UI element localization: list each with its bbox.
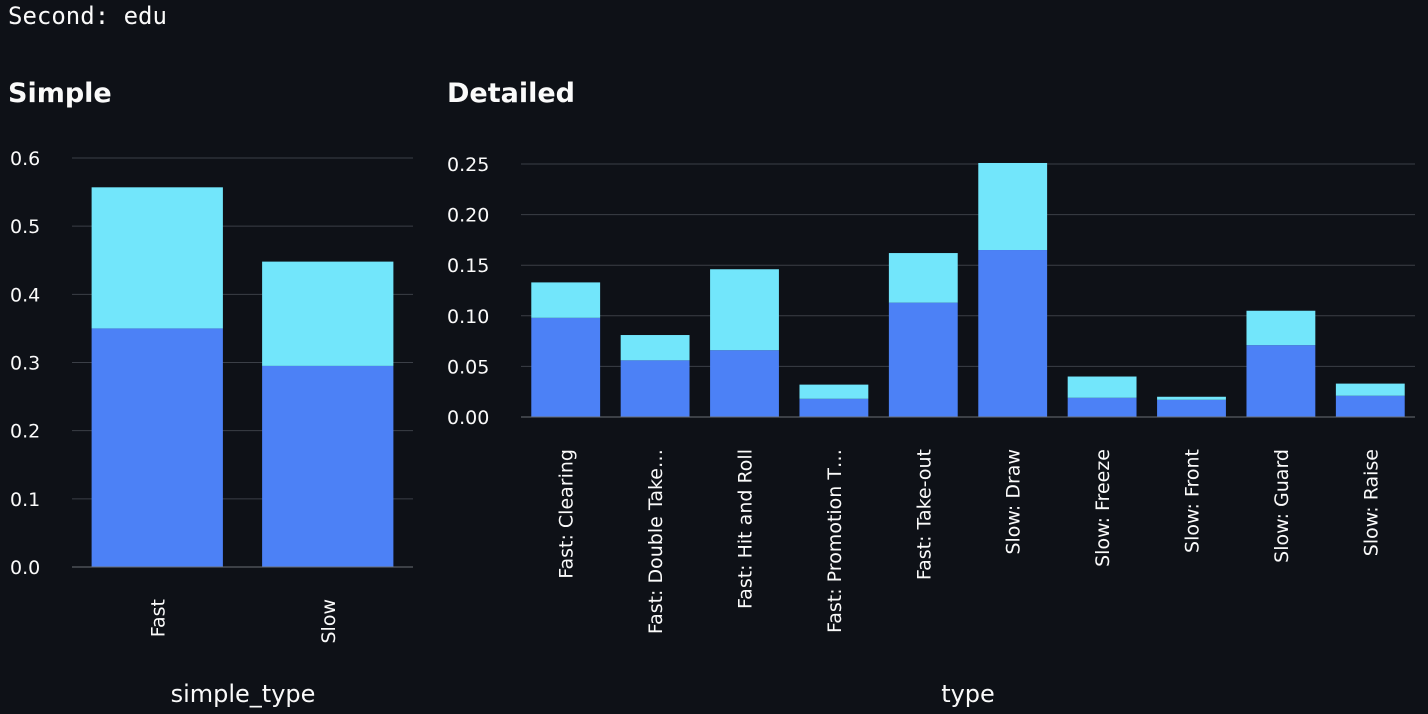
- detailed-xtick-label: Fast: Promotion T…: [824, 449, 846, 633]
- simple-ytick-label: 0.3: [10, 353, 40, 375]
- simple-ytick-label: 0.6: [10, 148, 40, 170]
- simple-ytick-label: 0.0: [10, 557, 40, 579]
- detailed-bar-lower: [978, 250, 1048, 417]
- simple-bar-upper: [262, 261, 394, 366]
- detailed-bar-upper: [710, 269, 779, 351]
- detailed-bar-lower: [1067, 397, 1137, 417]
- simple-x-axis-title: simple_type: [171, 680, 316, 708]
- simple-ytick-label: 0.1: [10, 489, 40, 511]
- simple-xtick-label: Fast: [147, 599, 169, 637]
- detailed-bar-lower: [531, 317, 601, 417]
- detailed-bar-upper: [978, 162, 1048, 251]
- detailed-bar-lower: [710, 350, 779, 417]
- detailed-bar-upper: [1067, 376, 1137, 398]
- detailed-ytick-label: 0.05: [447, 356, 489, 378]
- detailed-bar-lower: [888, 302, 958, 417]
- simple-ytick-label: 0.4: [10, 284, 40, 306]
- detailed-bar-upper: [531, 282, 601, 318]
- detailed-bar-lower: [799, 398, 869, 417]
- detailed-xtick-label: Slow: Front: [1182, 449, 1204, 553]
- detailed-bar-upper: [1157, 396, 1226, 400]
- detailed-bar-lower: [1157, 399, 1226, 417]
- simple-bar-upper: [91, 187, 223, 329]
- detailed-xtick-label: Fast: Take-out: [913, 449, 935, 580]
- detailed-xtick-label: Slow: Raise: [1360, 449, 1382, 556]
- detailed-xtick-label: Slow: Freeze: [1092, 449, 1114, 567]
- code-output-line: Second: edu: [8, 2, 167, 30]
- detailed-bar-lower: [1246, 345, 1316, 417]
- detailed-bar-upper: [799, 384, 869, 399]
- simple-chart-title: Simple: [8, 78, 112, 109]
- detailed-xtick-label: Fast: Hit and Roll: [735, 449, 757, 609]
- detailed-xtick-label: Slow: Draw: [1003, 449, 1025, 555]
- detailed-xtick-label: Fast: Double Take…: [645, 449, 667, 634]
- detailed-ytick-label: 0.10: [447, 306, 489, 328]
- detailed-ytick-label: 0.00: [447, 407, 489, 429]
- detailed-bar-upper: [1335, 383, 1405, 396]
- detailed-ytick-label: 0.20: [447, 205, 489, 227]
- detailed-xtick-label: Slow: Guard: [1271, 449, 1293, 563]
- detailed-ytick-label: 0.25: [447, 154, 489, 176]
- simple-bar-lower: [91, 328, 223, 567]
- detailed-xtick-label: Fast: Clearing: [556, 449, 578, 579]
- detailed-bar-upper: [888, 253, 958, 303]
- detailed-chart-title: Detailed: [447, 78, 575, 109]
- detailed-bar-upper: [1246, 310, 1316, 346]
- detailed-bar-lower: [620, 360, 690, 417]
- simple-bar-lower: [262, 365, 394, 567]
- detailed-bar-upper: [620, 335, 690, 361]
- detailed-x-axis-title: type: [941, 680, 995, 708]
- detailed-ytick-label: 0.15: [447, 255, 489, 277]
- simple-ytick-label: 0.5: [10, 216, 40, 238]
- simple-xtick-label: Slow: [318, 599, 340, 644]
- detailed-bar-lower: [1335, 395, 1405, 417]
- simple-ytick-label: 0.2: [10, 421, 40, 443]
